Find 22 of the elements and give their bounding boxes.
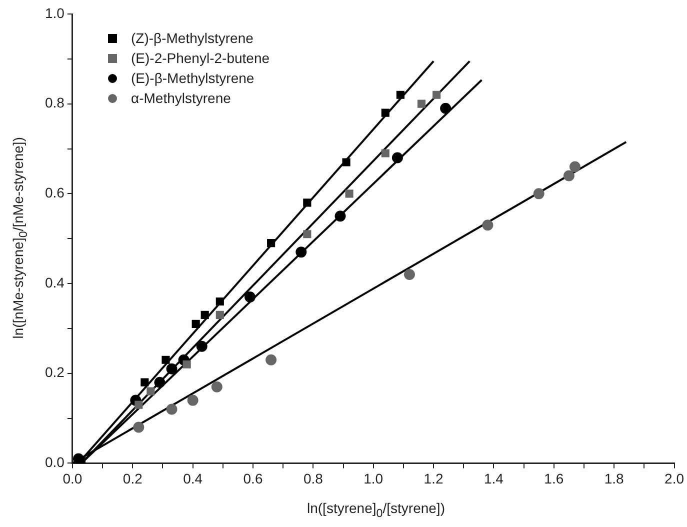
x-tick-label: 0.0 <box>62 470 82 486</box>
legend-label: (E)-β-Methylstyrene <box>131 69 254 88</box>
x-tick-label: 1.2 <box>424 470 444 486</box>
y-tick-label: 1.0 <box>44 4 65 21</box>
legend-label: (Z)-β-Methylstyrene <box>131 29 254 48</box>
x-tick-label: 1.6 <box>544 470 564 486</box>
y-tick-label: 0.8 <box>44 94 65 111</box>
x-tick-label: 2.0 <box>664 470 684 486</box>
x-tick-label: 1.8 <box>604 470 624 486</box>
x-tick-label: 0.6 <box>243 470 263 486</box>
y-tick-label: 0.0 <box>44 454 65 470</box>
legend-label: α-Methylstyrene <box>131 89 231 108</box>
x-tick-label: 1.4 <box>484 470 504 486</box>
x-axis-title: ln([styrene]$_{0}$/[styrene]) <box>306 500 446 520</box>
x-tick-label: 0.4 <box>183 470 203 486</box>
y-tick-label: 0.2 <box>44 364 65 380</box>
x-tick-label: 0.8 <box>303 470 324 486</box>
x-tick-label: 0.2 <box>122 470 143 486</box>
legend-label: (E)-2-Phenyl-2-butene <box>131 49 270 68</box>
y-tick-label: 0.6 <box>44 184 65 201</box>
y-tick-label: 0.4 <box>44 274 65 290</box>
x-tick-label: 1.0 <box>364 470 384 486</box>
